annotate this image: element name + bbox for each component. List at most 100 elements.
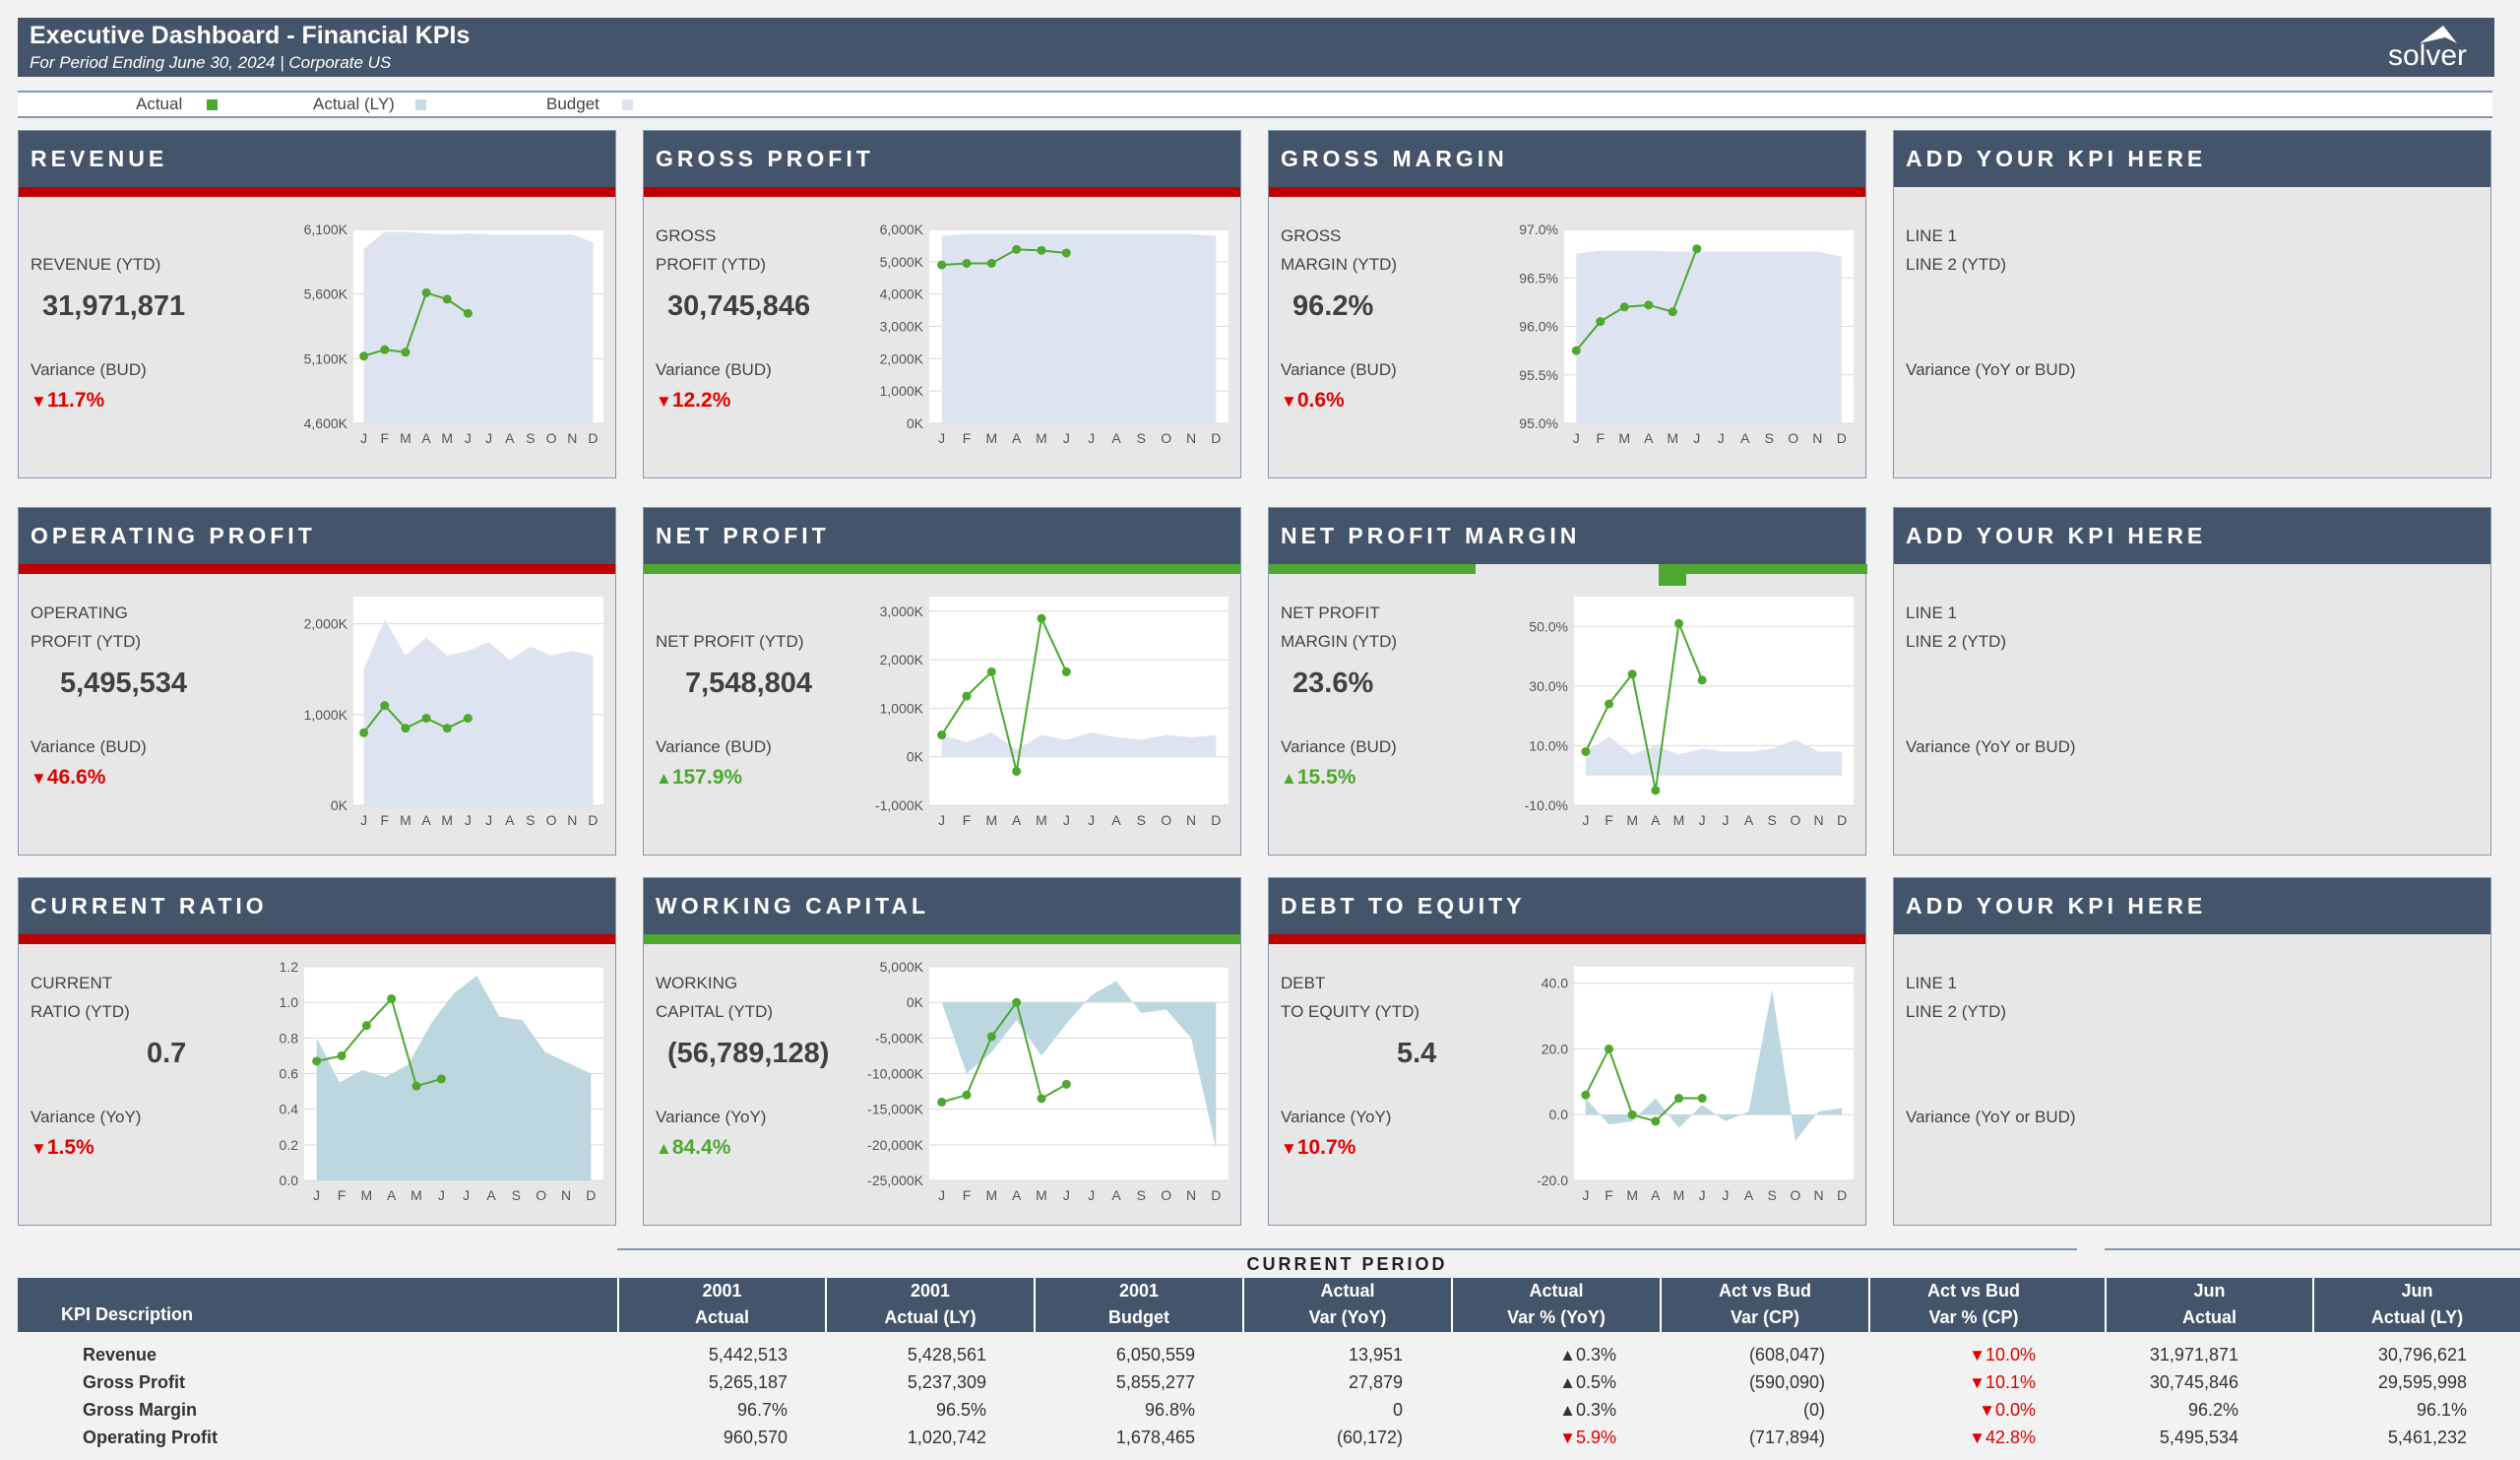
- cell-value: 27,879: [1348, 1372, 1403, 1392]
- table-cell: 96.5%: [936, 1400, 986, 1421]
- actual-point: [401, 724, 410, 733]
- y-tick-label: 5,000K: [880, 959, 924, 975]
- column-header-line2: Var % (YoY): [1507, 1307, 1606, 1327]
- triangle-down-icon: ▼: [31, 392, 47, 411]
- x-tick-label: O: [1790, 1187, 1800, 1203]
- chart-current-ratio: 0.00.20.40.60.81.01.2J F M A M J J A S O N D: [280, 959, 603, 1203]
- triangle-down-icon: ▼: [1969, 1373, 1985, 1392]
- x-tick-label: M: [1667, 430, 1678, 446]
- cell-value: 30,796,621: [2377, 1345, 2467, 1365]
- variance-percent: 0.6%: [1296, 389, 1345, 412]
- table-cell: ▼5.9%: [1559, 1428, 1616, 1448]
- column-header: Jun Actual (LY): [2312, 1278, 2520, 1332]
- actual-point: [1605, 1044, 1613, 1053]
- x-tick-label: N: [1186, 1187, 1196, 1203]
- x-tick-label: M: [400, 430, 411, 446]
- actual-point: [1012, 997, 1022, 1007]
- x-tick-label: M: [1626, 1187, 1638, 1203]
- table-cell: ▲0.5%: [1559, 1372, 1616, 1393]
- card-title: CURRENT RATIO: [19, 878, 615, 934]
- x-tick-label: F: [380, 430, 389, 446]
- y-tick-label: 1.2: [280, 959, 299, 975]
- x-tick-label: D: [1211, 1187, 1221, 1203]
- y-tick-label: -15,000K: [867, 1102, 923, 1117]
- kpi-card-kpi2: ADD YOUR KPI HERE LINE 1 LINE 2 (YTD) Varia…: [1893, 507, 2491, 856]
- actual-point: [962, 691, 972, 701]
- actual-point: [1596, 317, 1606, 327]
- x-tick-label: A: [1644, 430, 1654, 446]
- triangle-down-icon: ▼: [1979, 1401, 1995, 1420]
- card-value: 96.2%: [1292, 290, 1374, 322]
- x-tick-label: N: [1813, 812, 1823, 828]
- card-variance-label: Variance (BUD): [656, 737, 772, 756]
- x-tick-label: A: [387, 1187, 397, 1203]
- triangle-down-icon: ▼: [1559, 1428, 1576, 1447]
- actual-point: [986, 1032, 996, 1042]
- column-header: Actual Var (YoY): [1242, 1278, 1451, 1332]
- y-tick-label: 0K: [907, 415, 924, 431]
- kpi-card-net-profit: NET PROFIT NET PROFIT (YTD) 7,548,804 Varia…: [643, 507, 1241, 856]
- actual-point: [1697, 1094, 1707, 1104]
- x-tick-label: N: [1812, 430, 1822, 446]
- y-tick-label: 40.0: [1542, 976, 1568, 991]
- actual-line: [1584, 619, 1704, 792]
- card-value: 5.4: [1397, 1038, 1437, 1069]
- column-header-line1: Jun: [2401, 1281, 2433, 1301]
- y-tick-label: 3,000K: [880, 603, 924, 619]
- x-tick-label: J: [1699, 812, 1706, 828]
- card-variance-value: ▲15.5%: [1281, 766, 1355, 790]
- actual-point: [312, 1056, 322, 1066]
- triangle-down-icon: ▼: [1281, 1139, 1297, 1158]
- triangle-up-icon: ▲: [656, 1139, 672, 1158]
- x-tick-label: F: [1596, 430, 1605, 446]
- actual-point: [1668, 307, 1677, 317]
- y-tick-label: 0.6: [280, 1066, 299, 1082]
- actual-point: [337, 1050, 346, 1060]
- x-tick-label: D: [1211, 812, 1221, 828]
- y-tick-label: 1,000K: [880, 383, 924, 399]
- y-tick-label: 0.8: [280, 1030, 299, 1046]
- table-cell: 5,428,561: [908, 1345, 986, 1365]
- x-tick-label: S: [526, 812, 535, 828]
- x-tick-label: D: [586, 1187, 596, 1203]
- column-header: 2001 Budget: [1034, 1278, 1242, 1332]
- cell-value: (608,047): [1748, 1345, 1825, 1365]
- cell-value: 5,461,232: [2387, 1428, 2467, 1447]
- actual-point: [986, 258, 996, 268]
- cell-value: (60,172): [1336, 1428, 1403, 1447]
- card-label-line: GROSS: [1281, 226, 1342, 245]
- y-tick-label: 1.0: [280, 994, 299, 1010]
- card-title: OPERATING PROFIT: [19, 508, 615, 564]
- cell-value: (0): [1803, 1400, 1825, 1420]
- card-status-bar: [1269, 187, 1865, 197]
- variance-percent: 1.5%: [46, 1136, 94, 1159]
- card-variance-value: ▼0.6%: [1281, 389, 1345, 413]
- card-label-line: REVENUE (YTD): [31, 255, 161, 274]
- card-status-bar: [19, 564, 615, 574]
- y-tick-label: 97.0%: [1519, 222, 1558, 237]
- table-cell: 96.7%: [737, 1400, 788, 1421]
- x-tick-label: M: [410, 1187, 422, 1203]
- x-tick-label: J: [938, 1187, 945, 1203]
- actual-point: [1061, 667, 1071, 676]
- table-cell: 31,971,871: [2150, 1345, 2238, 1365]
- variance-percent: 12.2%: [671, 389, 731, 412]
- actual-point: [1581, 1090, 1591, 1100]
- x-tick-label: N: [561, 1187, 571, 1203]
- variance-percent: 10.7%: [1296, 1136, 1356, 1159]
- cell-value: 5,442,513: [708, 1345, 788, 1365]
- table-cell: 5,461,232: [2388, 1428, 2467, 1448]
- actual-point: [421, 714, 431, 724]
- actual-point: [359, 351, 369, 361]
- budget-area: [1585, 989, 1843, 1141]
- triangle-up-icon: ▲: [1559, 1373, 1576, 1392]
- x-tick-label: N: [1813, 1187, 1823, 1203]
- card-value: 30,745,846: [667, 290, 811, 322]
- column-header-line1: 2001: [910, 1281, 951, 1301]
- x-tick-label: F: [338, 1187, 346, 1203]
- plot-area: [929, 597, 1228, 805]
- card-status-bar: [1659, 564, 1867, 574]
- table-cell: 6,050,559: [1116, 1345, 1195, 1365]
- x-tick-label: A: [1111, 812, 1121, 828]
